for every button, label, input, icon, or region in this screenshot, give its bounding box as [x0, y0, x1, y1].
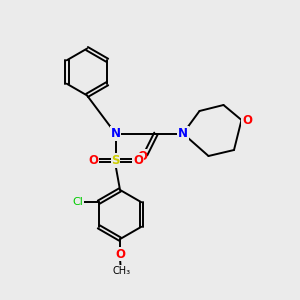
Text: N: N: [178, 127, 188, 140]
Text: O: O: [88, 154, 98, 167]
Text: O: O: [133, 154, 143, 167]
Text: N: N: [110, 127, 121, 140]
Text: Cl: Cl: [72, 197, 83, 207]
Text: O: O: [242, 113, 252, 127]
Text: O: O: [137, 149, 147, 163]
Text: O: O: [115, 248, 125, 261]
Text: S: S: [111, 154, 120, 167]
Text: CH₃: CH₃: [112, 266, 130, 276]
